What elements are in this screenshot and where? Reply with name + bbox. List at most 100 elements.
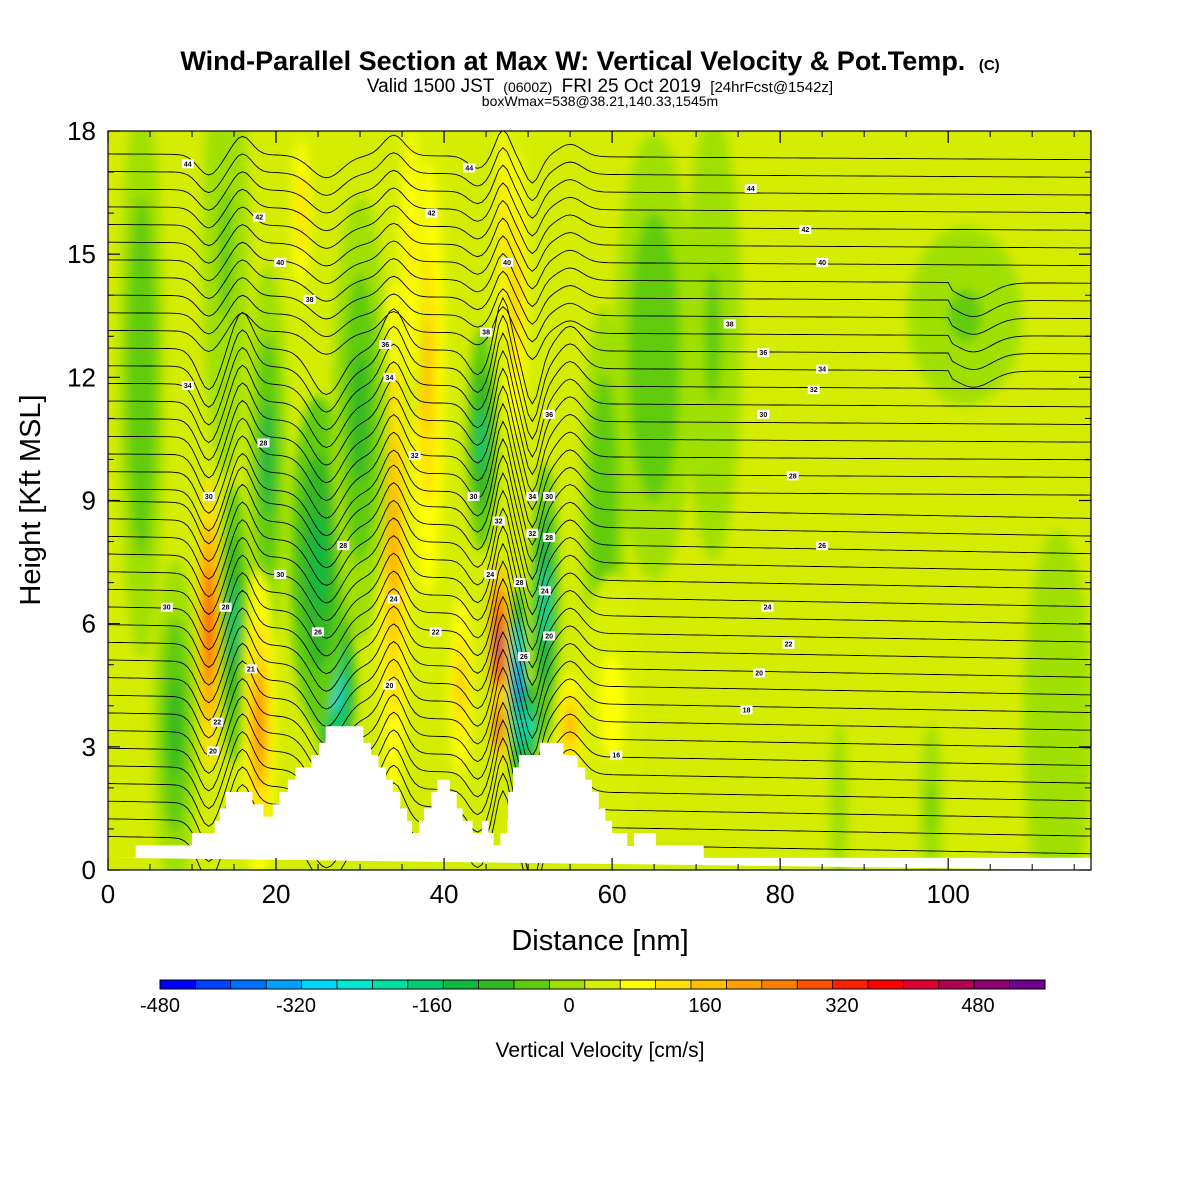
svg-text:32: 32 <box>411 453 419 460</box>
svg-text:34: 34 <box>528 494 536 501</box>
contour-label: 32 <box>807 385 820 395</box>
contour-label: 24 <box>761 602 774 612</box>
velocity-cell <box>948 289 982 343</box>
velocity-cell <box>390 492 397 591</box>
colorbar-swatch <box>478 980 515 989</box>
svg-text:30: 30 <box>759 412 767 419</box>
contour-label: 21 <box>244 664 257 674</box>
velocity-cell <box>596 443 611 558</box>
isentrope-line <box>108 349 1091 458</box>
svg-text:26: 26 <box>314 629 322 636</box>
x-tick-label: 80 <box>766 879 795 909</box>
plot-area: 44 44 44 42 42 42 40 40 40 38 38 38 36 36 34 34 34 32 32 36… <box>108 131 1091 870</box>
svg-text:28: 28 <box>516 580 524 587</box>
contour-label: 40 <box>274 257 287 267</box>
svg-text:21: 21 <box>247 666 255 673</box>
colorbar-swatch <box>655 980 692 989</box>
y-tick-label: 6 <box>82 609 96 639</box>
isentrope-line <box>108 402 1091 511</box>
contour-labels: 44 44 44 42 42 42 40 40 40 38 38 38 36 36 34 34 34 32 32 36… <box>160 159 829 760</box>
isentrope-line <box>108 182 1091 237</box>
isentrope-line <box>108 252 1091 308</box>
velocity-cell <box>928 783 935 834</box>
svg-text:30: 30 <box>276 572 284 579</box>
x-tick-label: 40 <box>430 879 459 909</box>
x-tick-label: 100 <box>926 879 969 909</box>
contour-label: 32 <box>526 528 539 538</box>
velocity-cell <box>256 696 263 756</box>
y-tick-label: 0 <box>82 855 96 885</box>
contour-label: 30 <box>274 569 287 579</box>
isentrope-line <box>108 454 1091 563</box>
contour-label: 34 <box>526 491 539 501</box>
colorbar-swatch <box>407 980 444 989</box>
contour-label: 36 <box>543 409 556 419</box>
svg-text:28: 28 <box>260 441 268 448</box>
svg-text:38: 38 <box>726 321 734 328</box>
x-tick-label: 20 <box>262 879 291 909</box>
isentrope-line <box>108 719 1091 828</box>
isentrope-line <box>108 199 1091 255</box>
colorbar-swatch <box>868 980 904 989</box>
svg-text:40: 40 <box>818 260 826 267</box>
isentrope-line <box>108 701 1091 810</box>
svg-text:42: 42 <box>255 215 263 222</box>
y-axis-label: Height [Kft MSL] <box>15 394 47 605</box>
svg-text:40: 40 <box>276 260 284 267</box>
contour-label: 34 <box>383 372 396 382</box>
svg-text:36: 36 <box>759 350 767 357</box>
velocity-cell <box>642 291 666 423</box>
colorbar-swatch <box>301 980 338 989</box>
svg-text:34: 34 <box>818 367 826 374</box>
svg-text:20: 20 <box>386 683 394 690</box>
isentrope-line <box>108 542 1091 651</box>
svg-text:28: 28 <box>789 473 797 480</box>
velocity-cell <box>457 660 464 710</box>
contour-label: 36 <box>757 348 770 358</box>
box-info: boxWmax=538@38.21,140.33,1545m <box>482 93 718 109</box>
svg-text:24: 24 <box>390 597 398 604</box>
contour-label: 22 <box>211 717 224 727</box>
colorbar-tick-label: 0 <box>563 995 574 1017</box>
colorbar-tick-label: 480 <box>961 995 994 1017</box>
svg-text:20: 20 <box>545 633 553 640</box>
contour-label: 20 <box>207 746 220 756</box>
contour-label: 44 <box>181 159 194 169</box>
svg-text:44: 44 <box>465 165 473 172</box>
contour-label: 22 <box>782 639 795 649</box>
contour-label: 28 <box>786 471 799 481</box>
terrain <box>108 726 1091 870</box>
contour-label: 24 <box>484 569 497 579</box>
svg-text:24: 24 <box>486 572 494 579</box>
velocity-cell <box>134 295 149 460</box>
copyright-mark: (C) <box>979 57 1000 74</box>
colorbar-swatch <box>903 980 940 989</box>
contour-label: 30 <box>202 491 215 501</box>
isentropes <box>108 131 1091 870</box>
contour-label: 24 <box>538 586 551 596</box>
isentrope-line <box>108 560 1091 669</box>
svg-text:34: 34 <box>184 383 192 390</box>
svg-text:22: 22 <box>785 642 793 649</box>
svg-text:26: 26 <box>818 543 826 550</box>
colorbar-tick-label: -320 <box>276 995 316 1017</box>
contour-label: 20 <box>543 631 556 641</box>
colorbar-tick-label: -160 <box>412 995 452 1017</box>
isentrope-line <box>108 630 1091 740</box>
svg-text:44: 44 <box>747 186 755 193</box>
svg-text:16: 16 <box>612 753 620 760</box>
contour-label: 32 <box>492 516 505 526</box>
colorbar <box>159 979 1046 990</box>
svg-text:22: 22 <box>432 629 440 636</box>
colorbar-swatch <box>443 980 479 989</box>
velocity-cell <box>422 318 432 437</box>
contour-label: 28 <box>543 532 556 542</box>
colorbar-swatch <box>230 980 267 989</box>
velocity-cell <box>168 677 182 776</box>
chart-title: Wind-Parallel Section at Max W: Vertical… <box>180 46 999 76</box>
colorbar-swatch <box>266 980 302 989</box>
svg-text:28: 28 <box>339 543 347 550</box>
isentrope-line <box>108 235 1091 290</box>
svg-text:30: 30 <box>205 494 213 501</box>
colorbar-swatch <box>761 980 798 989</box>
